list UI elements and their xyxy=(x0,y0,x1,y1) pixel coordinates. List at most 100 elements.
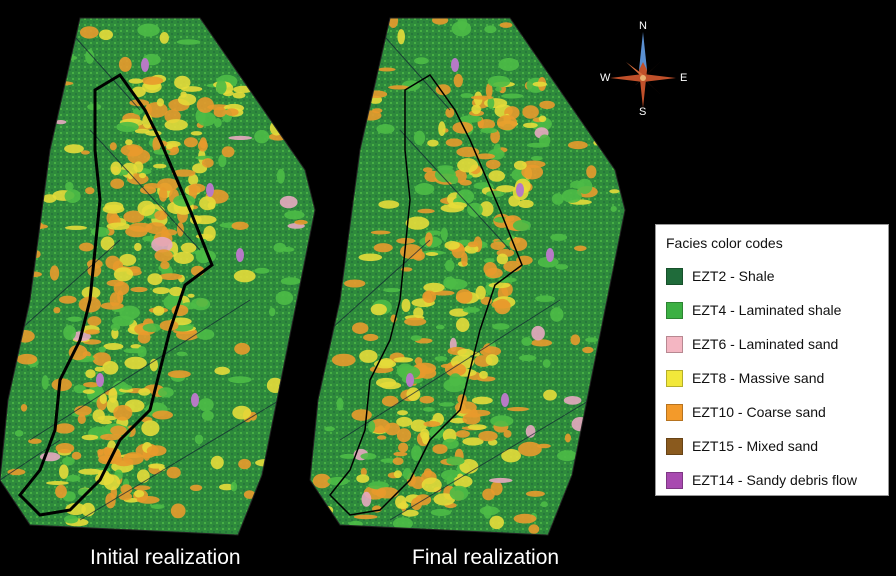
facies-patch xyxy=(453,475,473,488)
facies-patch xyxy=(417,208,435,214)
facies-patch xyxy=(331,353,356,367)
facies-patch xyxy=(462,413,481,425)
facies-patch xyxy=(7,468,26,476)
facies-patch xyxy=(234,342,251,355)
facies-patch xyxy=(462,307,480,313)
facies-patch xyxy=(456,317,470,332)
facies-patch xyxy=(194,434,204,445)
facies-patch xyxy=(98,346,106,353)
facies-patch xyxy=(42,194,57,203)
facies-patch xyxy=(610,512,625,523)
facies-patch xyxy=(261,18,271,24)
facies-patch xyxy=(118,56,132,72)
facies-patch xyxy=(423,421,441,427)
facies-patch xyxy=(353,514,378,520)
compass-east-label: E xyxy=(680,72,688,84)
facies-patch xyxy=(228,135,253,140)
facies-patch xyxy=(314,97,337,108)
facies-patch xyxy=(488,170,506,182)
legend-label: EZT6 - Laminated sand xyxy=(692,336,839,352)
legend-item: EZT2 - Shale xyxy=(666,259,880,293)
facies-patch xyxy=(191,393,199,407)
facies-patch xyxy=(0,173,22,189)
facies-patch xyxy=(150,504,165,509)
facies-patch xyxy=(393,357,414,363)
legend-swatch xyxy=(666,267,683,285)
facies-patch xyxy=(414,183,435,195)
legend-swatch xyxy=(666,301,683,319)
legend: Facies color codes EZT2 - Shale EZT4 - La… xyxy=(655,224,889,496)
facies-patch xyxy=(442,438,459,449)
facies-patch xyxy=(156,98,164,107)
facies-patch xyxy=(368,420,376,433)
facies-patch xyxy=(448,202,467,209)
facies-patch xyxy=(301,291,311,303)
facies-patch xyxy=(64,144,84,154)
facies-patch xyxy=(287,63,307,70)
legend-swatch xyxy=(666,403,683,421)
facies-patch xyxy=(2,110,19,116)
facies-patch xyxy=(266,61,281,68)
facies-patch xyxy=(509,237,528,251)
facies-patch xyxy=(397,29,406,45)
facies-patch xyxy=(130,286,148,293)
facies-patch xyxy=(512,220,531,231)
legend-item: EZT4 - Laminated shale xyxy=(666,293,880,327)
facies-patch xyxy=(609,189,620,194)
facies-patch xyxy=(125,139,133,146)
facies-patch xyxy=(505,215,515,222)
facies-patch xyxy=(127,171,134,180)
facies-patch xyxy=(20,404,28,412)
facies-patch xyxy=(519,354,537,362)
facies-patch xyxy=(485,159,501,170)
compass-rose: N S W E xyxy=(598,20,688,118)
facies-patch xyxy=(16,353,38,365)
facies-patch xyxy=(467,424,487,430)
facies-patch xyxy=(285,110,292,119)
legend-item: EZT15 - Mixed sand xyxy=(666,429,880,463)
facies-patch xyxy=(521,164,544,180)
facies-patch xyxy=(216,79,227,95)
facies-patch xyxy=(219,483,235,491)
facies-patch xyxy=(128,78,144,84)
facies-patch xyxy=(438,121,446,137)
facies-patch xyxy=(137,200,156,216)
facies-patch xyxy=(479,506,499,516)
facies-patch xyxy=(569,40,578,57)
facies-patch xyxy=(13,217,22,233)
facies-patch xyxy=(273,242,287,253)
facies-patch xyxy=(113,405,133,421)
facies-patch xyxy=(176,222,184,237)
facies-patch xyxy=(579,59,595,76)
facies-patch xyxy=(236,248,244,262)
facies-patch xyxy=(398,502,409,510)
facies-patch xyxy=(532,30,552,45)
channel-outline xyxy=(17,73,214,517)
facies-patch xyxy=(609,342,616,350)
facies-patch xyxy=(238,458,252,470)
facies-patch xyxy=(133,485,151,491)
legend-item: EZT10 - Coarse sand xyxy=(666,395,880,429)
facies-patch xyxy=(388,85,410,90)
facies-patch xyxy=(446,456,465,466)
facies-patch xyxy=(54,423,75,434)
facies-patch xyxy=(214,118,222,128)
facies-patch xyxy=(111,315,134,327)
facies-patch xyxy=(279,56,292,69)
facies-patch xyxy=(214,366,230,375)
facies-patch xyxy=(120,384,133,390)
facies-patch xyxy=(138,388,151,396)
facies-patch xyxy=(363,333,379,342)
facies-patch xyxy=(423,407,435,412)
facies-patch xyxy=(120,484,133,495)
facies-patch xyxy=(109,142,117,151)
facies-patch xyxy=(94,366,105,372)
facies-patch xyxy=(501,93,524,99)
facies-patch xyxy=(490,481,503,496)
facies-patch xyxy=(369,418,390,434)
facies-patch xyxy=(551,193,564,205)
facies-patch xyxy=(365,90,388,98)
facies-patch xyxy=(528,524,540,534)
facies-patch xyxy=(279,195,298,209)
facies-patch xyxy=(99,29,113,41)
